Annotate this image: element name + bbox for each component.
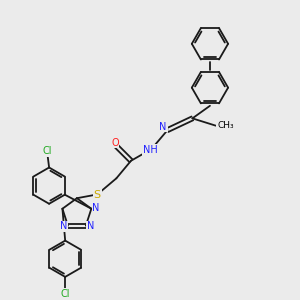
- Text: Cl: Cl: [43, 146, 52, 156]
- Text: N: N: [92, 203, 100, 213]
- Text: NH: NH: [142, 145, 158, 155]
- Text: O: O: [111, 138, 119, 148]
- Text: N: N: [160, 122, 167, 132]
- Text: N: N: [87, 221, 94, 231]
- Text: Cl: Cl: [60, 289, 70, 298]
- Text: N: N: [60, 221, 67, 231]
- Text: S: S: [94, 190, 100, 200]
- Text: CH₃: CH₃: [217, 121, 234, 130]
